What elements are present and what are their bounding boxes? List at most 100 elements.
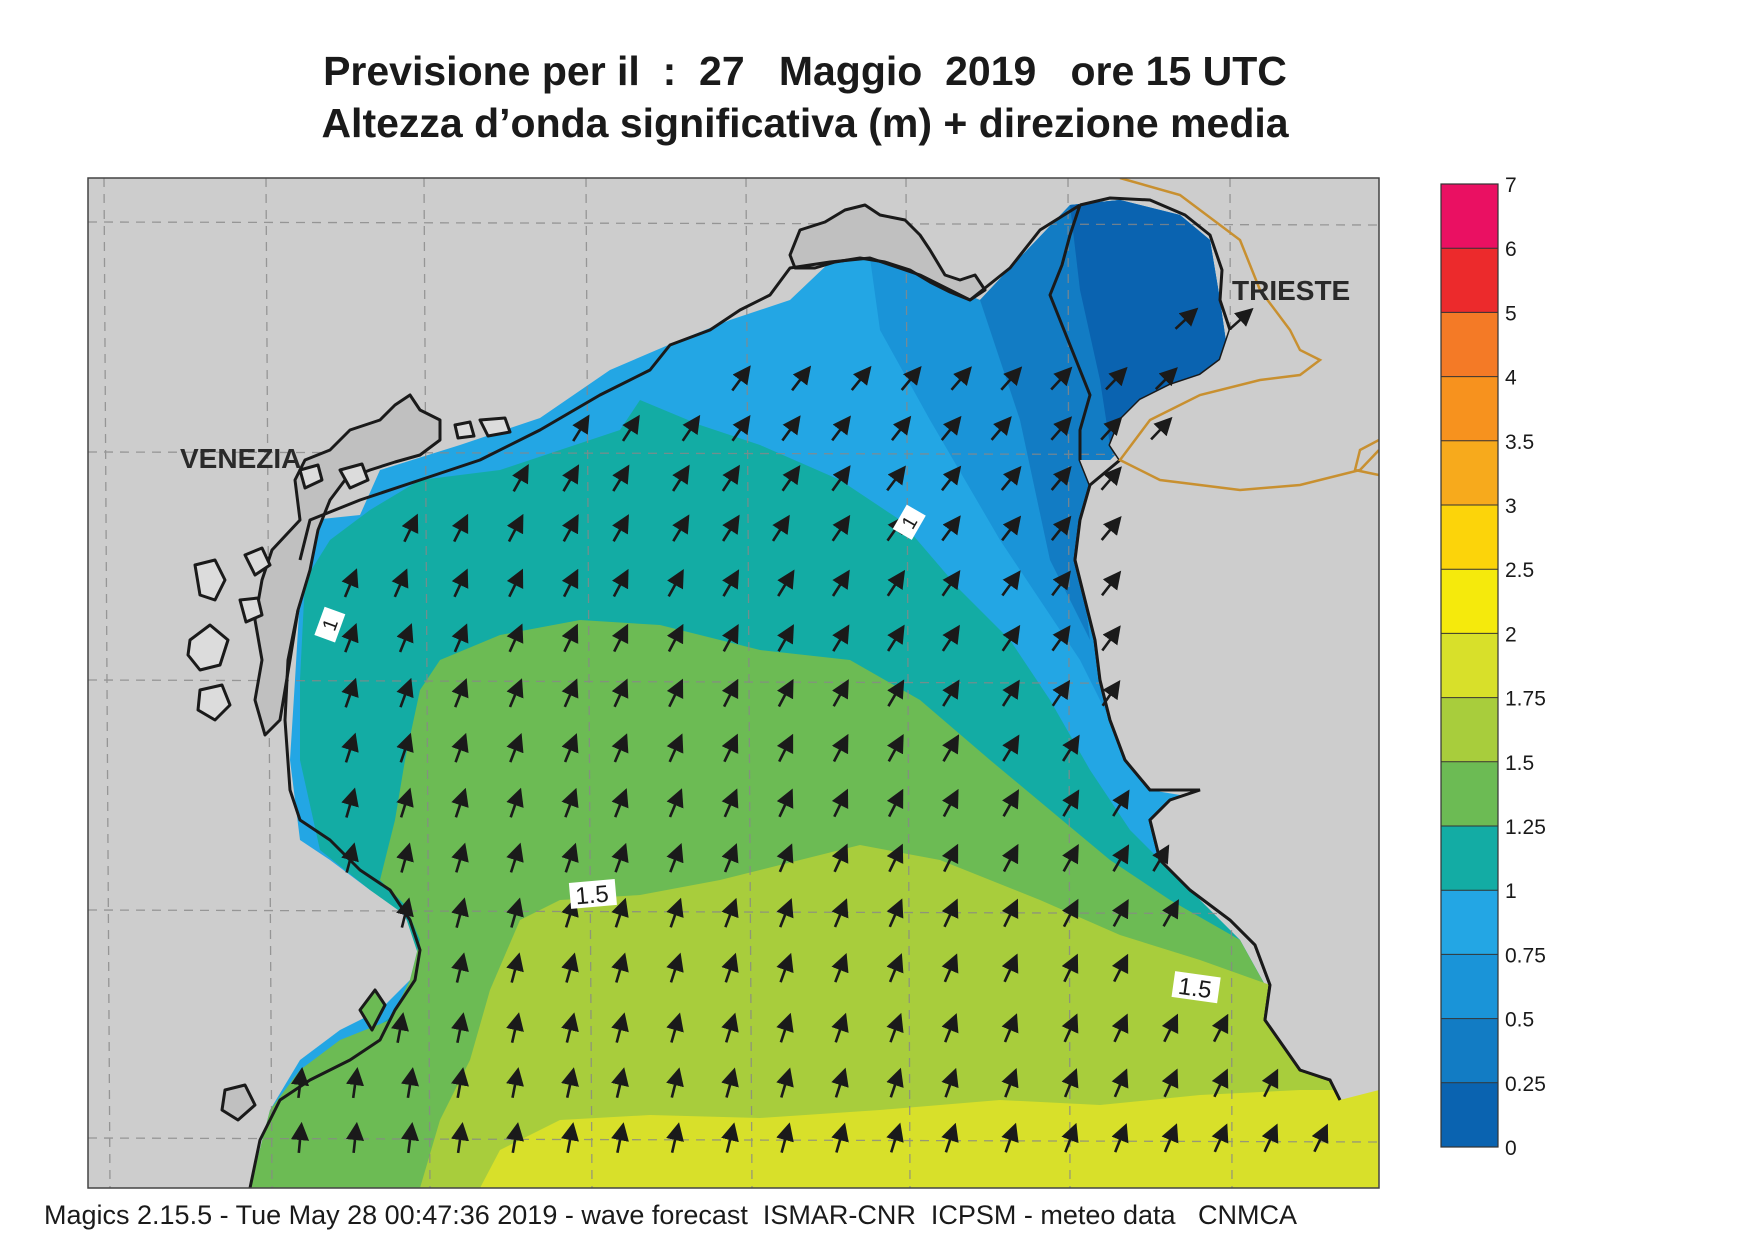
wave-direction-arrow	[1061, 898, 1079, 928]
contour-label: 1	[314, 606, 346, 643]
po-delta-island	[220, 1083, 257, 1122]
island	[238, 596, 264, 624]
island	[196, 683, 232, 722]
wave-direction-arrow	[621, 414, 640, 442]
wave-direction-arrow	[1061, 734, 1080, 762]
legend-color-block	[1441, 440, 1498, 506]
wave-direction-arrow	[776, 843, 794, 873]
wave-direction-arrow	[666, 1012, 684, 1043]
wave-direction-arrow	[781, 415, 801, 442]
legend-color-block	[1441, 697, 1498, 763]
legend-tick-label: 1.25	[1505, 816, 1546, 839]
wave-direction-arrow	[451, 787, 469, 818]
wave-direction-arrow	[451, 1012, 469, 1043]
wave-direction-arrow	[886, 953, 904, 983]
wave-direction-arrow	[1100, 466, 1122, 491]
wave-direction-arrow	[942, 734, 960, 762]
wave-direction-arrow	[941, 953, 959, 983]
wave-direction-arrow	[777, 569, 795, 597]
legend-color-block	[1441, 954, 1498, 1020]
wave-direction-arrow	[396, 897, 414, 928]
wave-direction-arrow	[451, 623, 469, 653]
wave-direction-arrow	[611, 897, 629, 928]
legend-color-block	[1441, 569, 1498, 634]
wave-direction-arrow	[1150, 416, 1173, 441]
legend-tick-label: 0.25	[1505, 1073, 1546, 1096]
wave-direction-arrow	[850, 365, 872, 391]
wave-direction-arrow	[731, 365, 751, 392]
wave-direction-arrow	[401, 1067, 419, 1099]
wave-direction-arrow	[1061, 1122, 1079, 1153]
wave-direction-arrow	[1100, 416, 1123, 441]
legend-tick-label: 4	[1505, 367, 1517, 390]
wave-direction-arrow	[1001, 1013, 1019, 1043]
wave-direction-arrow	[506, 678, 524, 708]
wave-direction-arrow	[776, 788, 794, 818]
island	[338, 462, 370, 490]
wave-direction-arrow	[506, 733, 524, 763]
wave-direction-arrow	[1111, 1123, 1129, 1153]
legend-tick-label: 1.75	[1505, 688, 1546, 711]
wave-direction-arrow	[506, 842, 524, 873]
national-border	[1353, 438, 1379, 477]
national-border	[1118, 178, 1379, 492]
wave-direction-arrow	[1211, 1068, 1229, 1098]
wave-direction-arrow	[1111, 1068, 1129, 1098]
wave-direction-arrow	[341, 732, 359, 763]
wave-direction-arrow	[666, 1122, 684, 1153]
legend-color-block	[1441, 312, 1498, 378]
legend-tick-label: 1.5	[1505, 752, 1534, 775]
wave-direction-arrow	[506, 1122, 524, 1154]
wave-direction-arrow	[1050, 465, 1072, 491]
wave-direction-arrow	[1001, 843, 1019, 873]
color-legend: 7 6 5 4 3.5 3 2.5 2 1.75 1.5 1.25 1 0.75 0.5 0.25 0	[1440, 174, 1546, 1160]
wave-direction-arrows	[290, 307, 1329, 1154]
island	[186, 623, 230, 672]
wave-direction-arrow	[1112, 844, 1130, 872]
wave-direction-arrow	[831, 953, 849, 983]
wave-direction-arrow	[561, 1067, 579, 1098]
wave-direction-arrow	[611, 952, 629, 983]
wave-direction-arrow	[1000, 465, 1022, 491]
wave-direction-arrow	[831, 898, 849, 928]
wave-direction-arrow	[1001, 1122, 1019, 1153]
wave-direction-arrow	[1161, 1123, 1179, 1153]
wave-direction-arrow	[561, 568, 579, 598]
wave-direction-arrow	[1211, 1013, 1229, 1043]
wave-direction-arrow	[1152, 844, 1170, 872]
island	[453, 420, 476, 440]
wave-direction-arrow	[721, 897, 739, 928]
wave-direction-arrow	[1062, 789, 1080, 817]
wave-direction-arrow	[1111, 953, 1129, 983]
wave-direction-arrow	[611, 733, 629, 763]
wave-direction-arrow	[1001, 515, 1022, 542]
wave-direction-arrow	[1001, 570, 1021, 597]
wave-direction-arrow	[1050, 416, 1073, 441]
wave-direction-arrow	[1051, 570, 1071, 597]
legend-tick-label: 3	[1505, 495, 1517, 518]
wave-direction-arrow	[612, 464, 630, 492]
legend-color-block	[1441, 184, 1498, 249]
wave-direction-arrow	[721, 733, 739, 763]
wave-direction-arrow	[721, 843, 739, 873]
wave-direction-arrow	[721, 514, 740, 542]
wave-direction-arrow	[776, 733, 794, 763]
contour-label-text: 1.5	[1177, 973, 1214, 1004]
wave-direction-arrow	[941, 1122, 959, 1153]
wave-direction-arrow	[1161, 1013, 1179, 1043]
wave-direction-arrow	[451, 1121, 470, 1154]
wave-direction-arrow	[506, 1067, 524, 1099]
wave-direction-arrow	[611, 1012, 629, 1043]
wave-direction-arrow	[1161, 1068, 1179, 1098]
wave-direction-arrow	[1001, 624, 1021, 652]
wave-direction-arrow	[506, 568, 524, 598]
contour-label-text: 1.5	[574, 881, 610, 911]
legend-tick-label: 7	[1505, 174, 1517, 197]
wave-direction-arrow	[886, 465, 906, 492]
wave-direction-arrow	[681, 414, 701, 442]
wave-direction-arrow	[1105, 366, 1128, 391]
wave-direction-arrow	[831, 843, 849, 873]
wave-direction-arrow	[1051, 679, 1071, 707]
wave-direction-arrow	[666, 897, 684, 928]
